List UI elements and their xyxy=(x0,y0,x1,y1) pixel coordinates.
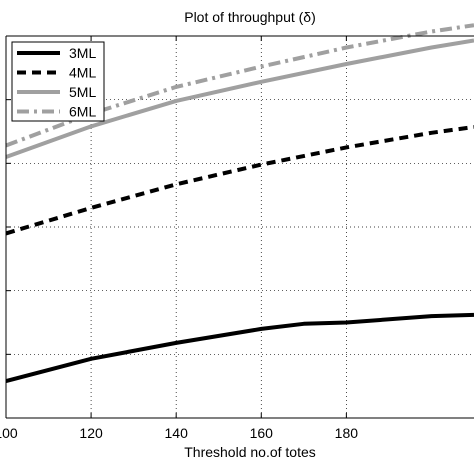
x-tick-label: 140 xyxy=(165,425,189,441)
series-lines xyxy=(5,23,474,384)
legend-label-3ml: 3ML xyxy=(69,45,96,61)
x-tick-label: 180 xyxy=(335,425,359,441)
legend-box xyxy=(11,41,105,122)
series-line-6ml xyxy=(5,23,474,148)
legend-label-5ml: 5ML xyxy=(69,84,96,100)
x-tick-label: 120 xyxy=(79,425,103,441)
x-tick-label: 160 xyxy=(250,425,274,441)
x-axis-label: Threshold no.of totes xyxy=(184,444,316,460)
series-line-5ml xyxy=(5,38,474,159)
legend-label-6ml: 6ML xyxy=(69,104,96,120)
x-tick-label: 100 xyxy=(0,425,18,441)
axes xyxy=(5,35,474,419)
series-line-3ml xyxy=(5,312,474,384)
tick-labels: 100 120 140 160 180 xyxy=(0,425,358,441)
legend-label-4ml: 4ML xyxy=(69,65,96,81)
series-line-4ml xyxy=(5,125,474,236)
chart-title: Plot of throughput (δ) xyxy=(184,9,316,25)
legend: 3ML 4ML 5ML 6ML xyxy=(11,41,105,122)
